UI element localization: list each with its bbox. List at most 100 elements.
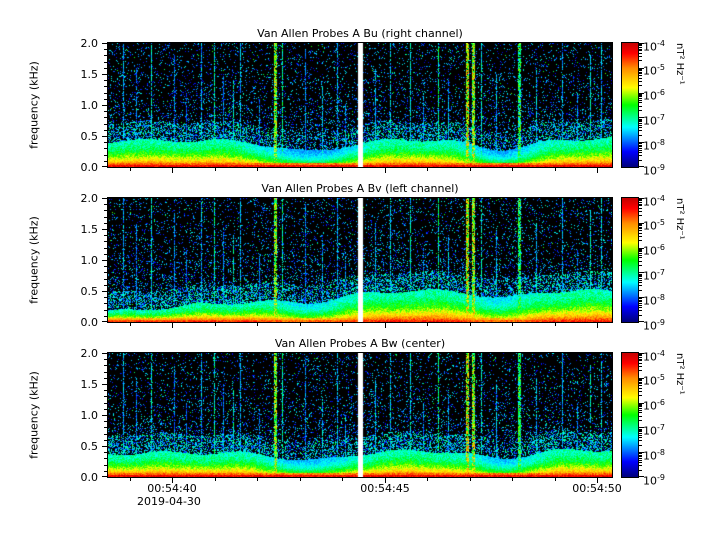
tick-mark <box>104 390 107 391</box>
tick-mark <box>639 370 642 371</box>
y-tick-label: 1.5 <box>80 223 99 236</box>
tick-mark <box>257 168 258 171</box>
tick-mark <box>639 94 642 95</box>
tick-mark <box>639 96 642 97</box>
tick-mark <box>597 168 598 173</box>
tick-mark <box>102 74 107 75</box>
tick-mark <box>639 275 642 276</box>
tick-mark <box>104 409 107 410</box>
tick-mark <box>639 135 642 136</box>
colorbar-tick-label: 10-7 <box>643 113 665 128</box>
tick-mark <box>104 434 107 435</box>
tick-mark <box>639 465 642 466</box>
y-tick-label: 1.5 <box>80 378 99 391</box>
tick-mark <box>104 452 107 453</box>
y-tick-label: 1.0 <box>80 99 99 112</box>
tick-mark <box>639 200 642 201</box>
tick-mark <box>639 43 644 44</box>
tick-mark <box>104 62 107 63</box>
x-axis-date-label: 2019-04-30 <box>137 495 201 508</box>
colorbar-bw <box>621 352 639 478</box>
tick-mark <box>342 478 343 481</box>
spectrogram-panel-bw: Van Allen Probes A Bw (center) frequency… <box>0 337 720 488</box>
tick-mark <box>639 142 644 143</box>
tick-mark <box>639 382 642 383</box>
tick-mark <box>102 136 107 137</box>
tick-mark <box>639 416 642 417</box>
y-axis-label: frequency (kHz) <box>27 216 41 304</box>
tick-mark <box>639 98 642 99</box>
tick-mark <box>639 278 642 279</box>
tick-mark <box>639 431 642 432</box>
tick-mark <box>639 60 642 61</box>
spectrogram-canvas-bv <box>107 197 613 323</box>
colorbar-tick-label: 10-8 <box>643 293 665 308</box>
tick-mark <box>639 225 642 226</box>
tick-mark <box>639 253 642 254</box>
tick-mark <box>639 166 644 167</box>
colorbar-tick-label: 10-6 <box>643 88 665 103</box>
tick-mark <box>104 142 107 143</box>
tick-mark <box>104 266 107 267</box>
tick-mark <box>555 323 556 326</box>
tick-mark <box>639 125 642 126</box>
tick-mark <box>639 211 642 212</box>
tick-mark <box>639 391 642 392</box>
tick-mark <box>427 168 428 171</box>
tick-mark <box>639 427 644 428</box>
tick-mark <box>257 478 258 481</box>
tick-mark <box>257 323 258 326</box>
colorbar-unit-label: nT² Hz⁻¹ <box>674 43 685 85</box>
tick-mark <box>639 215 642 216</box>
tick-mark <box>470 478 471 481</box>
tick-mark <box>597 323 598 328</box>
tick-mark <box>512 323 513 326</box>
tick-mark <box>639 355 642 356</box>
tick-mark <box>639 145 642 146</box>
tick-mark <box>639 152 642 153</box>
tick-mark <box>102 415 107 416</box>
tick-mark <box>639 72 642 73</box>
tick-mark <box>639 300 642 301</box>
tick-mark <box>639 321 644 322</box>
tick-mark <box>555 478 556 481</box>
tick-mark <box>639 388 642 389</box>
tick-mark <box>639 265 642 266</box>
colorbar-tick-label: 10-7 <box>643 268 665 283</box>
tick-mark <box>104 235 107 236</box>
x-tick-label: 00:54:40 <box>147 482 197 495</box>
tick-mark <box>639 249 642 250</box>
tick-mark <box>104 359 107 360</box>
tick-mark <box>104 223 107 224</box>
tick-mark <box>639 68 644 69</box>
tick-mark <box>639 49 642 50</box>
tick-mark <box>385 323 386 328</box>
tick-mark <box>639 435 642 436</box>
tick-mark <box>639 85 642 86</box>
tick-mark <box>639 470 642 471</box>
tick-mark <box>104 297 107 298</box>
tick-mark <box>104 254 107 255</box>
tick-mark <box>639 440 642 441</box>
tick-mark <box>427 478 428 481</box>
tick-mark <box>639 458 642 459</box>
tick-mark <box>102 260 107 261</box>
spectrogram-canvas-bu <box>107 42 613 168</box>
tick-mark <box>130 478 131 481</box>
tick-mark <box>639 146 642 147</box>
tick-mark <box>639 70 642 71</box>
tick-mark <box>639 476 644 477</box>
tick-mark <box>639 379 642 380</box>
tick-mark <box>639 453 642 454</box>
tick-mark <box>639 120 642 121</box>
tick-mark <box>130 323 131 326</box>
tick-mark <box>639 95 642 96</box>
tick-mark <box>639 359 642 360</box>
tick-mark <box>104 93 107 94</box>
tick-mark <box>104 458 107 459</box>
colorbar-tick-label: 10-8 <box>643 138 665 153</box>
tick-mark <box>104 272 107 273</box>
tick-mark <box>639 233 642 234</box>
tick-mark <box>104 378 107 379</box>
